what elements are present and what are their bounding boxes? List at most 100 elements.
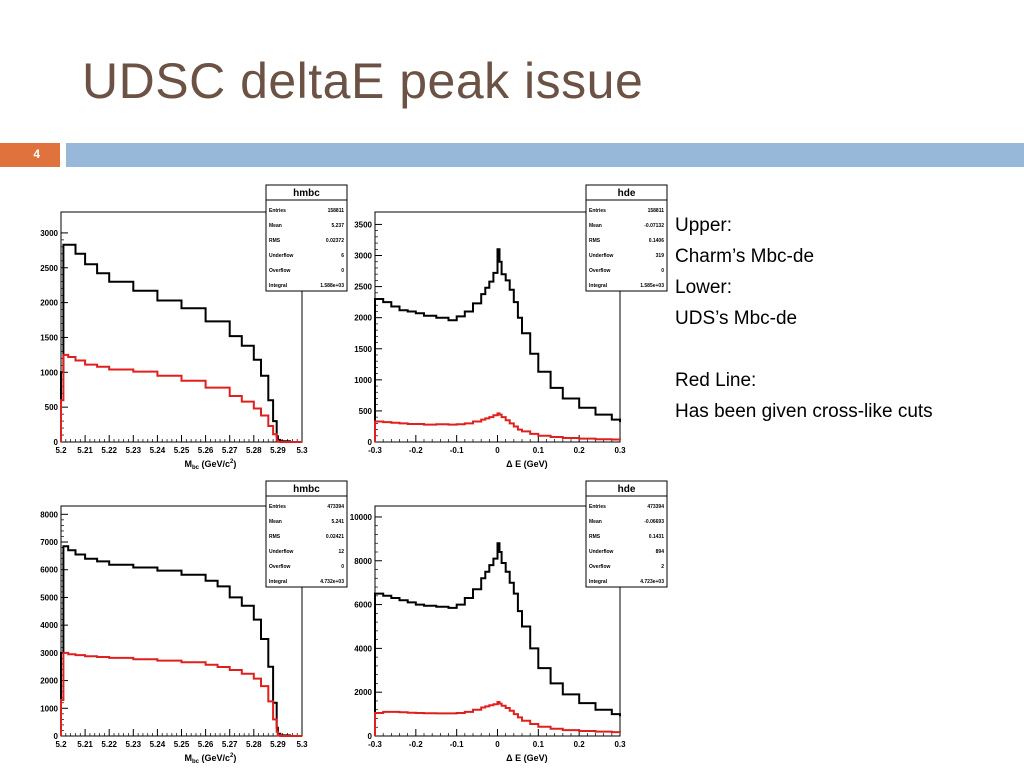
- stats-row-value: 6: [341, 253, 344, 259]
- stats-row-value: 0.02372: [326, 238, 344, 244]
- y-tick-label: 3000: [354, 252, 372, 261]
- stats-row-value: 319: [656, 253, 665, 259]
- stats-box: [585, 480, 668, 588]
- histogram-mbc-upper: 0 500 1000 1500 2000 2500 3000 5.2 5.21 5.22 5.23 5…: [40, 184, 348, 471]
- x-tick-label: -0.3: [368, 740, 382, 749]
- stats-row-label: Integral: [589, 283, 608, 289]
- stats-row-value: 4.732e+03: [320, 579, 344, 585]
- notes-text: Upper: Charm’s Mbc-de Lower: UDS’s Mbc-d…: [675, 210, 933, 427]
- y-tick-label: 1000: [40, 704, 58, 713]
- stats-row-label: Underflow: [589, 253, 614, 259]
- y-tick-label: 500: [45, 403, 59, 412]
- x-tick-label: 5.23: [126, 740, 142, 749]
- x-tick-label: -0.1: [450, 446, 464, 455]
- stats-row-label: Underflow: [589, 549, 614, 555]
- x-tick-label: 5.22: [101, 740, 117, 749]
- x-tick-label: 5.25: [174, 446, 190, 455]
- page-number: 4: [33, 147, 40, 161]
- y-tick-label: 7000: [40, 538, 58, 547]
- y-tick-label: 0: [368, 438, 373, 447]
- stats-title: hmbc: [293, 484, 320, 495]
- note-line: Red Line:: [675, 370, 757, 391]
- x-tick-label: 5.29: [270, 446, 286, 455]
- stats-row-value: -0.06693: [644, 519, 664, 525]
- series-all-line: [374, 542, 621, 736]
- note-line: Has been given cross-like cuts: [675, 401, 933, 422]
- x-tick-label: 5.28: [246, 446, 262, 455]
- stats-row-label: Integral: [269, 579, 288, 585]
- x-tick-label: 5.27: [222, 446, 238, 455]
- x-tick-label: 5.26: [198, 740, 214, 749]
- x-tick-label: 0.1: [533, 446, 545, 455]
- stats-row-value: 894: [656, 549, 665, 555]
- stats-title: hde: [618, 188, 636, 199]
- stats-row-value: 0.1431: [649, 534, 665, 540]
- y-tick-label: 3000: [40, 649, 58, 658]
- stats-row-label: Integral: [589, 579, 608, 585]
- note-line: UDS’s Mbc-de: [675, 308, 798, 329]
- x-tick-label: 5.22: [101, 446, 117, 455]
- y-tick-label: 0: [368, 732, 373, 741]
- histogram-de-upper: 0 500 1000 1500 2000 2500 3000 3500 -0.3 -0.2 -0.1…: [354, 184, 668, 469]
- series-cut-line: [374, 701, 621, 736]
- stats-row-label: Overflow: [269, 268, 291, 274]
- page-number-box: 4: [0, 143, 60, 167]
- y-tick-label: 2500: [354, 283, 372, 292]
- y-tick-label: 2500: [40, 264, 58, 273]
- stats-row-value: 0: [341, 564, 344, 570]
- series-all-line: [374, 248, 621, 442]
- note-line: Charm’s Mbc-de: [675, 246, 815, 267]
- x-tick-label: 0: [495, 446, 500, 455]
- stats-row-label: Underflow: [269, 549, 294, 555]
- stats-box: [585, 184, 668, 292]
- x-axis-label: Δ E (GeV): [506, 753, 547, 763]
- stats-row-value: 0.02421: [326, 534, 344, 540]
- x-tick-label: 0: [495, 740, 500, 749]
- x-tick-label: 0.2: [574, 446, 586, 455]
- stats-row-label: Underflow: [269, 253, 294, 259]
- x-axis-label: Mbc (GeV/c2): [184, 459, 236, 471]
- stats-row-value: 0.1406: [649, 238, 665, 244]
- stats-row-value: 473394: [327, 504, 344, 510]
- y-tick-label: 2000: [354, 688, 372, 697]
- y-tick-label: 6000: [40, 566, 58, 575]
- note-line: Lower:: [675, 277, 733, 298]
- stats-row-label: Mean: [269, 519, 282, 525]
- y-tick-label: 1500: [354, 345, 372, 354]
- y-tick-label: 10000: [350, 513, 373, 522]
- y-tick-label: 8000: [40, 510, 58, 519]
- y-tick-label: 5000: [40, 593, 58, 602]
- x-tick-label: 0.2: [574, 740, 586, 749]
- y-tick-label: 1000: [354, 376, 372, 385]
- stats-row-label: RMS: [589, 534, 601, 540]
- x-tick-label: 5.3: [296, 446, 308, 455]
- stats-row-value: 0: [341, 268, 344, 274]
- y-tick-label: 8000: [354, 557, 372, 566]
- stats-row-value: 5.237: [331, 223, 344, 229]
- y-tick-label: 2000: [40, 299, 58, 308]
- stats-row-label: Overflow: [269, 564, 291, 570]
- x-tick-label: 0.1: [533, 740, 545, 749]
- stats-row-value: 473394: [647, 504, 664, 510]
- y-tick-label: 3500: [354, 220, 372, 229]
- stats-row-value: 5.241: [331, 519, 344, 525]
- x-tick-label: 5.2: [55, 740, 67, 749]
- stats-row-label: Mean: [589, 519, 602, 525]
- x-tick-label: 5.28: [246, 740, 262, 749]
- stats-row-value: 1.585e+03: [640, 283, 664, 289]
- stats-row-value: 2: [661, 564, 664, 570]
- stats-box: [265, 480, 348, 588]
- stats-row-value: 12: [338, 549, 344, 555]
- x-tick-label: 5.21: [77, 446, 93, 455]
- histogram-mbc-lower: 0 1000 2000 3000 4000 5000 6000 7000 8000 5.2 5.21…: [40, 480, 348, 765]
- y-tick-label: 2000: [354, 314, 372, 323]
- stats-row-label: Overflow: [589, 268, 611, 274]
- series-cut-line: [374, 412, 621, 442]
- histogram-de-lower: 0 2000 4000 6000 8000 10000 -0.3 -0.2 -0.1 0 0.1 0.…: [350, 480, 668, 763]
- plot-frame: [60, 211, 303, 443]
- stats-row-label: Entries: [589, 208, 606, 214]
- y-tick-label: 0: [54, 438, 59, 447]
- stats-box: [265, 184, 348, 292]
- stats-title: hmbc: [293, 188, 320, 199]
- stats-row-label: RMS: [589, 238, 601, 244]
